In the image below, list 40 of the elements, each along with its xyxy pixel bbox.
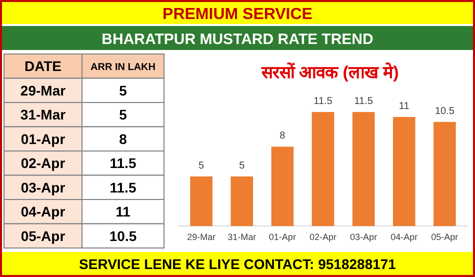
data-label: 11.5 xyxy=(110,155,136,172)
text: ARR IN LAKH xyxy=(90,62,156,74)
x-tick-label: 05-Apr xyxy=(431,232,458,242)
data-label: 11.5 xyxy=(110,179,136,196)
category-label: 02-Apr xyxy=(20,155,66,172)
category-label: 04-Apr xyxy=(20,204,66,220)
x-tick-label: 29-Mar xyxy=(187,232,216,242)
data-label: 10.5 xyxy=(434,106,455,117)
text: DATE xyxy=(24,58,62,74)
data-label: 11 xyxy=(398,100,410,112)
bar xyxy=(271,146,294,226)
data-label: 5 xyxy=(198,160,205,172)
chart-title: सरसों आवक (लाख मे) xyxy=(260,62,399,82)
data-label: 5 xyxy=(119,82,128,98)
data-label: 8 xyxy=(119,130,128,147)
bar xyxy=(190,176,212,226)
category-label: 31-Mar xyxy=(20,106,66,123)
x-tick-label: 02-Apr xyxy=(309,232,337,242)
data-label: 10.5 xyxy=(109,228,137,244)
bar xyxy=(352,112,375,226)
data-label: 11.5 xyxy=(314,96,333,107)
data-label: 5 xyxy=(239,160,246,172)
category-label: 01-Apr xyxy=(20,130,66,147)
bar xyxy=(434,122,456,226)
bar xyxy=(230,176,254,226)
category-label: 03-Apr xyxy=(20,179,66,196)
data-label: 11.5 xyxy=(354,96,374,107)
data-label: 11 xyxy=(116,204,131,220)
x-tick-label: 31-Mar xyxy=(228,232,256,242)
data-label: 8 xyxy=(280,130,286,142)
category-label: 29-Mar xyxy=(20,82,66,98)
x-tick-label: 03-Apr xyxy=(350,232,378,242)
x-tick-label: 04-Apr xyxy=(390,232,418,242)
x-tick-label: 01-Apr xyxy=(268,232,296,242)
bar xyxy=(392,116,416,226)
data-label: 5 xyxy=(119,106,128,123)
text: BHARATPUR MUSTARD RATE TREND xyxy=(102,31,374,48)
text: PREMIUM SERVICE xyxy=(162,6,313,23)
bar xyxy=(312,112,334,226)
text: SERVICE LENE KE LIYE CONTACT: 9518288171 xyxy=(79,256,396,272)
